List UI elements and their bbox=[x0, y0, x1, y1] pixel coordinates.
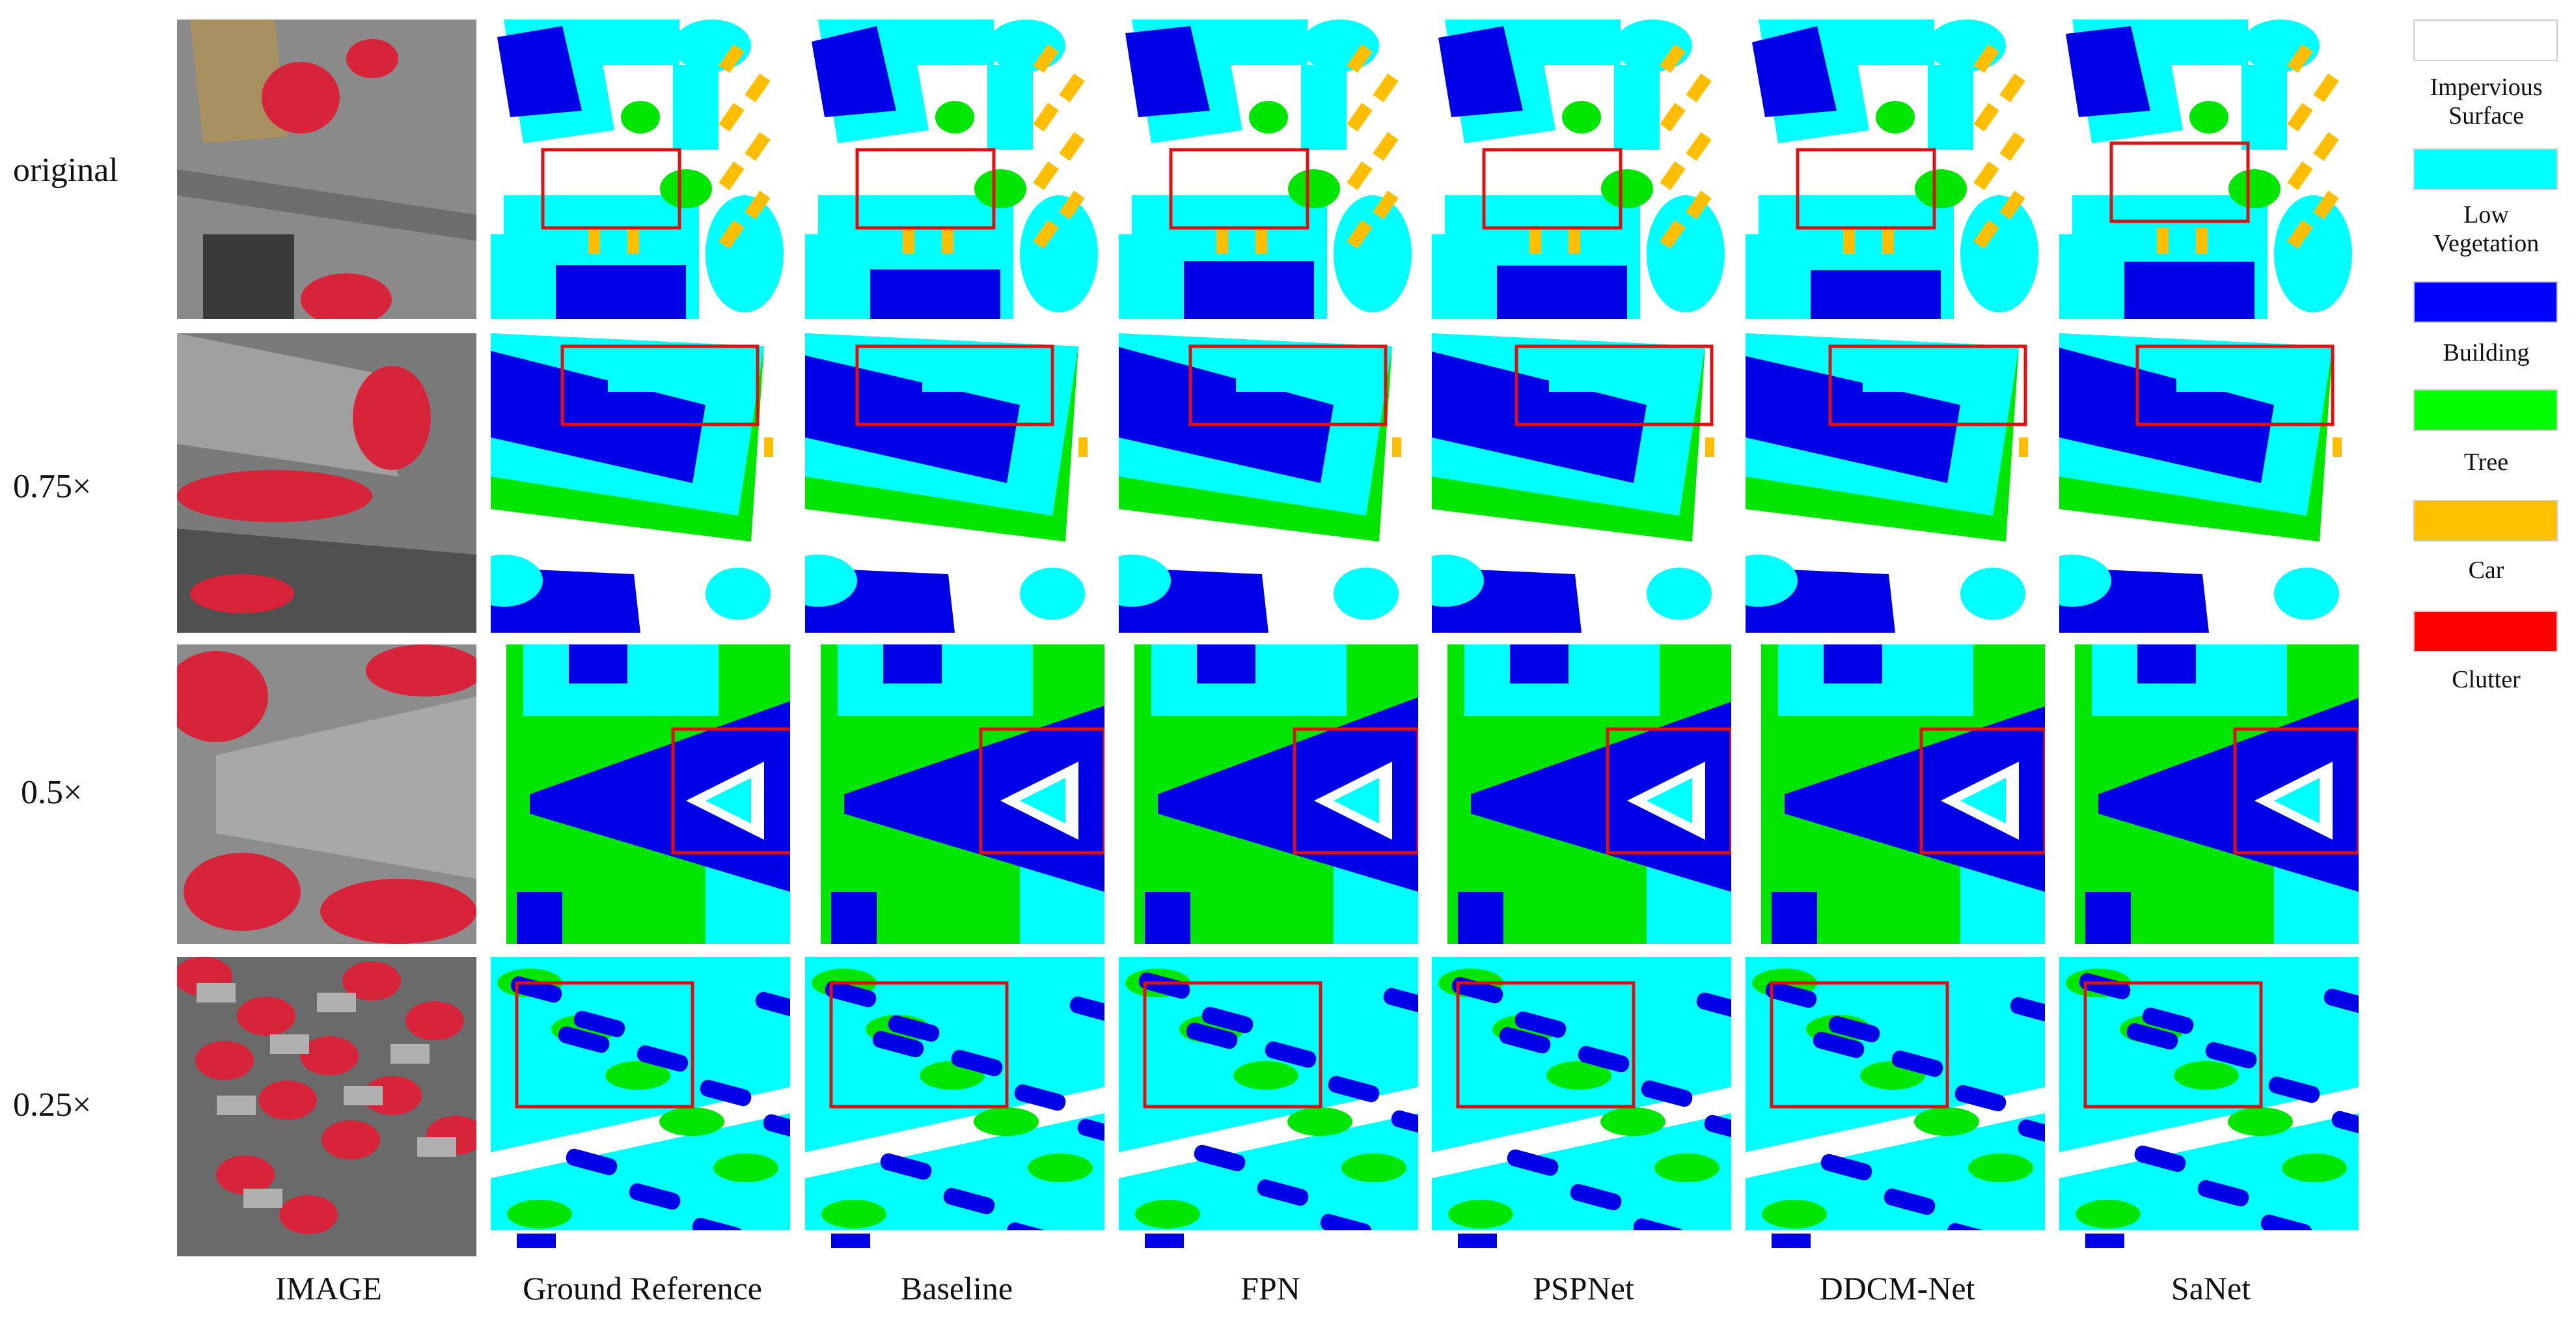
tile-05-ddcm-net bbox=[1746, 644, 2045, 944]
legend-swatch-clutter bbox=[2413, 611, 2558, 652]
tile-original-image bbox=[177, 20, 476, 319]
tile-075-ground-reference bbox=[491, 333, 790, 633]
tile-05-pspnet bbox=[1432, 644, 1731, 944]
tile-075-baseline bbox=[805, 333, 1104, 633]
highlight-box bbox=[2109, 141, 2250, 223]
legend-label-tree: Tree bbox=[2463, 449, 2509, 476]
legend-label-clutter: Clutter bbox=[2452, 666, 2521, 693]
highlight-box bbox=[1188, 344, 1388, 426]
highlight-box bbox=[1828, 344, 2027, 426]
tile-05-ground-reference bbox=[491, 644, 790, 944]
tile-025-fpn bbox=[1119, 957, 1418, 1256]
legend-label-low-vegetation: Low Vegetation bbox=[2433, 201, 2540, 257]
tile-05-baseline bbox=[805, 644, 1104, 944]
legend-label-impervious: Impervious Surface bbox=[2430, 74, 2543, 130]
tile-05-fpn bbox=[1119, 644, 1418, 944]
col-label-ground-reference: Ground Reference bbox=[523, 1270, 762, 1306]
tile-original-baseline bbox=[805, 20, 1104, 319]
highlight-box bbox=[979, 727, 1104, 855]
col-label-ddcm-net: DDCM-Net bbox=[1819, 1270, 1975, 1306]
tile-025-ddcm-net bbox=[1746, 957, 2045, 1256]
tile-025-baseline bbox=[805, 957, 1104, 1256]
highlight-box bbox=[1143, 981, 1322, 1109]
col-label-baseline: Baseline bbox=[900, 1270, 1013, 1306]
legend-swatch-impervious bbox=[2413, 20, 2558, 61]
highlight-box bbox=[560, 344, 760, 426]
highlight-box bbox=[1482, 148, 1623, 230]
tile-05-sanet bbox=[2059, 644, 2359, 944]
highlight-box bbox=[2135, 344, 2335, 426]
tile-075-ddcm-net bbox=[1746, 333, 2045, 633]
tile-075-sanet bbox=[2059, 333, 2359, 633]
highlight-box bbox=[515, 981, 694, 1109]
col-label-fpn: FPN bbox=[1240, 1270, 1300, 1306]
highlight-box bbox=[1293, 727, 1418, 855]
highlight-box bbox=[1169, 148, 1309, 230]
col-label-image: IMAGE bbox=[275, 1270, 382, 1306]
highlight-box bbox=[1514, 344, 1714, 426]
highlight-box bbox=[671, 727, 790, 855]
highlight-box bbox=[2233, 727, 2359, 855]
tile-025-pspnet bbox=[1432, 957, 1731, 1256]
tile-original-pspnet bbox=[1432, 20, 1731, 319]
legend-swatch-car bbox=[2413, 500, 2558, 542]
highlight-box bbox=[1796, 148, 1936, 230]
tile-025-image bbox=[177, 957, 476, 1256]
col-label-pspnet: PSPNet bbox=[1533, 1270, 1634, 1306]
highlight-box bbox=[829, 981, 1009, 1109]
tile-original-sanet bbox=[2059, 20, 2359, 319]
tile-original-fpn bbox=[1119, 20, 1418, 319]
legend-swatch-tree bbox=[2413, 389, 2558, 431]
legend-swatch-building bbox=[2413, 281, 2558, 323]
highlight-box bbox=[855, 344, 1054, 426]
row-label-original: original bbox=[13, 152, 118, 189]
highlight-box bbox=[1606, 727, 1731, 855]
tile-original-ddcm-net bbox=[1746, 20, 2045, 319]
legend-label-car: Car bbox=[2468, 557, 2504, 584]
tile-075-pspnet bbox=[1432, 333, 1731, 633]
tile-original-ground-reference bbox=[491, 20, 790, 319]
highlight-box bbox=[1456, 981, 1636, 1109]
highlight-box bbox=[2083, 981, 2263, 1109]
highlight-box bbox=[541, 148, 681, 230]
tile-075-fpn bbox=[1119, 333, 1418, 633]
highlight-box bbox=[1919, 727, 2045, 855]
tile-05-image bbox=[177, 644, 476, 944]
row-label-075: 0.75× bbox=[13, 468, 92, 505]
col-label-sanet: SaNet bbox=[2171, 1270, 2251, 1306]
row-label-025: 0.25× bbox=[13, 1086, 92, 1124]
tile-025-ground-reference bbox=[491, 957, 790, 1256]
tile-025-sanet bbox=[2059, 957, 2359, 1256]
tile-075-image bbox=[177, 333, 476, 633]
row-label-05: 0.5× bbox=[21, 774, 83, 811]
highlight-box bbox=[1770, 981, 1949, 1109]
highlight-box bbox=[855, 148, 996, 230]
legend-label-building: Building bbox=[2443, 339, 2530, 366]
legend-swatch-low-vegetation bbox=[2413, 148, 2558, 190]
